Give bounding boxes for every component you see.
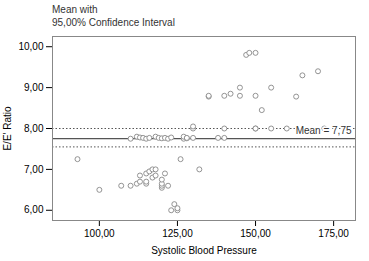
html-text:Mean with 95,00% Confidence In: Mean with 95,00% Confidence Interval [52, 4, 175, 28]
svg-text:E/E’ Ratio: E/E’ Ratio [2, 106, 13, 151]
svg-text:100,00: 100,00 [84, 228, 115, 239]
svg-text:6,00: 6,00 [24, 204, 44, 215]
svg-text:9,00: 9,00 [24, 82, 44, 93]
svg-text:Mean = 7,75: Mean = 7,75 [296, 125, 352, 136]
svg-text:175,00: 175,00 [318, 228, 349, 239]
svg-text:10,00: 10,00 [18, 41, 43, 52]
svg-text:7,00: 7,00 [24, 164, 44, 175]
svg-text:125,00: 125,00 [162, 228, 193, 239]
svg-text:Systolic Blood Pressure: Systolic Blood Pressure [151, 245, 257, 256]
svg-text:8,00: 8,00 [24, 123, 44, 134]
svg-text:150,00: 150,00 [240, 228, 271, 239]
